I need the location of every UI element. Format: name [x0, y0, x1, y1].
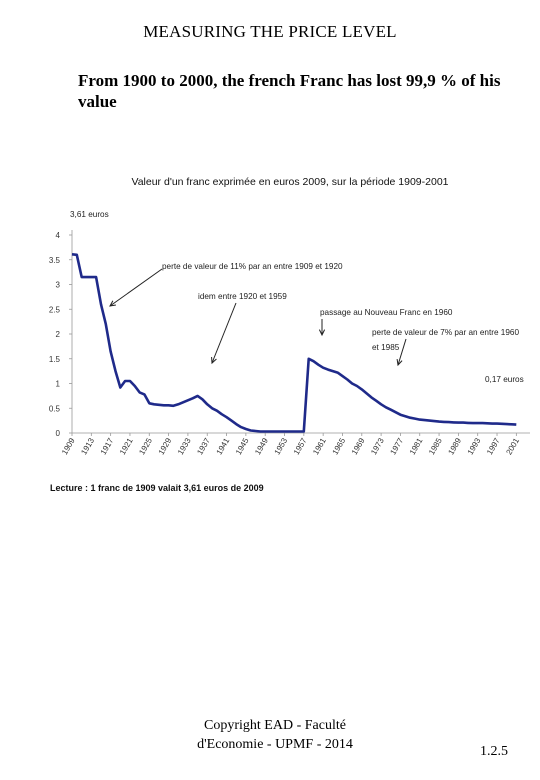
y-tick-label: 4 — [56, 231, 61, 240]
x-tick-label: 1945 — [234, 436, 251, 456]
arrow-head-icon — [396, 358, 403, 367]
x-tick-label: 1953 — [273, 436, 290, 456]
x-tick-label: 1941 — [215, 436, 232, 456]
annotation-arrow — [211, 302, 237, 364]
chart-annotations: 3,61 euros perte de valeur de 11% par an … — [70, 210, 524, 384]
x-tick-label: 1917 — [99, 436, 116, 456]
x-tick-label: 1997 — [485, 436, 502, 456]
page-number: 1.2.5 — [480, 744, 508, 759]
copyright-footer: Copyright EAD - Faculté d'Economie - UPM… — [197, 718, 353, 752]
arrow-head-icon — [211, 356, 217, 365]
y-tick-label: 3 — [56, 281, 61, 290]
annotation-a5_l2: et 1985 — [372, 343, 400, 352]
y-tick-label: 3.5 — [49, 256, 61, 265]
x-tick-label: 1925 — [137, 436, 154, 456]
x-tick-label: 1969 — [350, 436, 367, 456]
x-tick-label: 1977 — [388, 436, 405, 456]
chart-reading-note: Lecture : 1 franc de 1909 valait 3,61 eu… — [50, 483, 264, 493]
x-tick-label: 1949 — [253, 436, 270, 456]
value-line — [71, 253, 517, 433]
x-tick-label: 1929 — [157, 436, 174, 456]
annotation-arrow — [397, 338, 407, 366]
x-tick-label: 1989 — [446, 436, 463, 456]
annotation-a2: perte de valeur de 11% par an entre 1909… — [162, 262, 343, 271]
annotation-arrow — [109, 268, 163, 307]
y-tick-label: 2.5 — [49, 305, 61, 314]
x-tick-label: 1973 — [369, 436, 386, 456]
page-title: MEASURING THE PRICE LEVEL — [143, 22, 397, 41]
chart-svg: Valeur d'un franc exprimée en euros 2009… — [49, 176, 530, 493]
x-tick-label: 1933 — [176, 436, 193, 456]
annotation-a1: 3,61 euros — [70, 210, 109, 219]
x-tick-label: 2001 — [504, 436, 521, 456]
price-chart: Valeur d'un franc exprimée en euros 2009… — [40, 165, 540, 505]
arrow-head-icon — [109, 300, 116, 307]
page-subtitle: From 1900 to 2000, the french Franc has … — [78, 71, 501, 111]
x-tick-label: 1993 — [466, 436, 483, 456]
x-tick-label: 1957 — [292, 436, 309, 456]
x-tick-label: 1913 — [79, 436, 96, 456]
y-tick-label: 1.5 — [49, 355, 61, 364]
x-tick-label: 1961 — [311, 436, 328, 456]
x-tick-label: 1909 — [60, 436, 77, 456]
y-tick-label: 2 — [56, 330, 61, 339]
x-tick-label: 1981 — [408, 436, 425, 456]
x-tick-label: 1965 — [331, 436, 348, 456]
annotation-a5_l1: perte de valeur de 7% par an entre 1960 — [372, 328, 519, 337]
x-tick-label: 1985 — [427, 436, 444, 456]
annotation-a4: passage au Nouveau Franc en 1960 — [320, 308, 453, 317]
annotation-a3: idem entre 1920 et 1959 — [198, 292, 287, 301]
chart-title: Valeur d'un franc exprimée en euros 2009… — [131, 176, 448, 188]
chart-line-series — [71, 253, 517, 433]
y-tick-label: 0 — [56, 429, 61, 438]
x-tick-label: 1937 — [195, 436, 212, 456]
y-tick-label: 1 — [56, 380, 61, 389]
arrow-head-icon — [318, 329, 326, 337]
annotation-a6: 0,17 euros — [485, 375, 524, 384]
y-tick-label: 0.5 — [49, 404, 61, 413]
x-tick-label: 1921 — [118, 436, 135, 456]
